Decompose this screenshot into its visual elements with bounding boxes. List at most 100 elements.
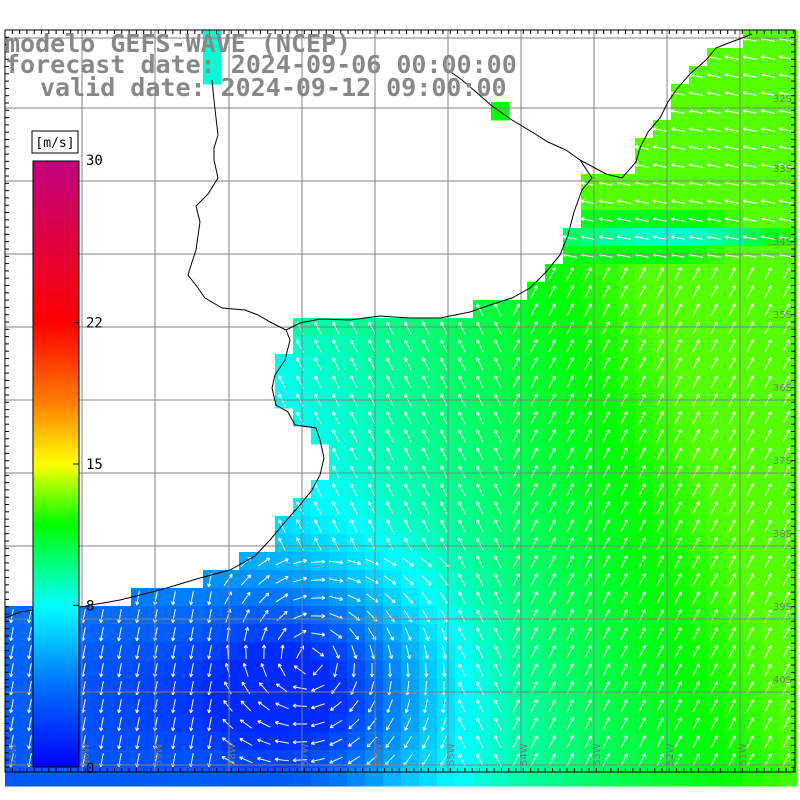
wind-cell [239,768,258,787]
coastline [4,33,753,619]
wind-arrow [386,537,394,551]
wind-cell [743,570,762,589]
wind-arrow [442,645,447,660]
wind-arrow [782,699,790,713]
wind-arrow [778,181,793,186]
wind-cell [599,300,618,319]
wind-arrow [710,375,718,389]
wind-arrow [692,429,700,443]
wind-cell [401,336,420,355]
wind-arrow [602,609,610,623]
wind-arrow [332,483,340,497]
map-border [4,29,796,773]
wind-arrow [728,627,736,641]
wind-arrow [386,699,393,713]
wind-cell [275,606,294,625]
wind-cell [743,444,762,463]
wind-arrow [384,592,396,604]
wind-arrow [710,627,718,641]
wind-arrow [692,375,700,389]
wind-cell [599,282,618,301]
wind-arrow [441,699,446,714]
wind-cell [473,606,492,625]
wind-cell [473,678,492,697]
wind-cell [743,588,762,607]
wind-arrow [512,735,520,749]
wind-arrow [656,591,664,605]
wind-cell [149,606,168,625]
wind-arrow [239,738,253,746]
wind-cell [689,246,708,265]
lon-label: 51W [738,743,749,766]
wind-arrow [710,411,718,425]
wind-arrow [688,109,703,114]
wind-cell [239,588,258,607]
wind-cell [455,714,474,733]
wind-arrow [9,735,14,750]
wind-arrow [710,465,718,479]
wind-cell [113,768,132,787]
wind-arrow [670,109,685,114]
wind-cell [761,426,780,445]
wind-arrow [584,267,592,281]
wind-cell [689,390,708,409]
wind-arrow [548,267,556,281]
wind-arrow [638,663,646,677]
wind-arrow [350,357,358,371]
wind-cell [167,588,186,607]
wind-cell [473,498,492,517]
wind-arrow [602,645,610,659]
colorbar-tick-label: 15 [86,457,103,473]
wind-cell [581,390,600,409]
wind-arrow [310,757,325,764]
wind-cell [509,444,528,463]
wind-arrow [710,537,718,551]
wind-cell [365,570,384,589]
wind-arrow [476,357,484,371]
wind-cell [437,480,456,499]
wind-arrow [242,662,249,677]
wind-arrow [674,303,682,317]
wind-arrow [764,519,772,533]
wind-cell [347,714,366,733]
wind-arrow [440,411,448,425]
wind-arrow [728,717,736,731]
wind-cell [437,570,456,589]
wind-cell [149,714,168,733]
colorbar-unit: [m/s] [35,136,74,151]
wind-cell [599,192,618,211]
wind-arrow [656,753,664,767]
wind-cell [635,408,654,427]
wind-cell [419,660,438,679]
wind-cell [347,696,366,715]
wind-cell [347,336,366,355]
wind-arrow [656,645,664,659]
wind-arrow [602,627,610,641]
wind-arrow [584,627,592,641]
wind-arrow [584,483,592,497]
wind-cell [491,552,510,571]
wind-cell [761,264,780,283]
wind-cell [725,588,744,607]
wind-cell [95,714,114,733]
wind-arrow [584,501,592,515]
wind-arrow [458,465,466,479]
wind-arrow [674,501,682,515]
wind-arrow [760,55,775,60]
wind-arrow [746,321,754,335]
wind-cell [563,732,582,751]
wind-cell [653,336,672,355]
wind-cell [275,642,294,661]
wind-arrow [476,501,484,515]
wind-cell [347,444,366,463]
wind-cell [707,102,726,121]
wind-cell [275,732,294,751]
wind-cell [275,714,294,733]
wind-arrow [742,73,757,78]
wind-cell [635,624,654,643]
coastline-segment [579,33,753,179]
wind-arrow [746,429,754,443]
wind-cell [347,570,366,589]
wind-cell [545,750,564,769]
wind-cell [329,588,348,607]
